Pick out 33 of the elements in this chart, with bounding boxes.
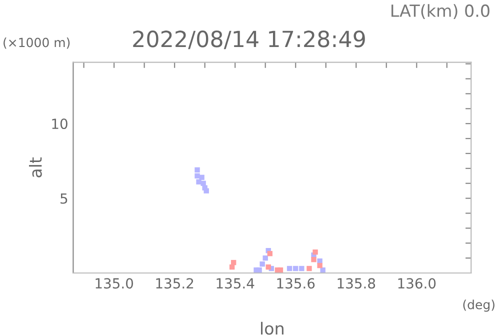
x-tick-label: 136.0 [398,278,436,289]
point [199,174,204,180]
point [256,267,262,273]
point [320,267,326,273]
point [286,266,292,272]
point [266,264,271,270]
x-tick-label: 135.6 [277,278,315,289]
y-tick-label: 5 [60,193,68,204]
y-tick-label: 10 [52,118,68,130]
y-axis-title: alt [28,157,42,178]
point [293,266,298,272]
point [260,261,265,267]
point [312,249,318,255]
point [306,266,312,272]
point [194,167,200,173]
point [299,266,304,272]
point [278,267,284,273]
point [311,256,316,262]
point [204,188,209,194]
x-axis-title: lon [261,322,284,335]
point [230,260,236,266]
point [267,250,272,256]
point [262,255,268,261]
text: (deg) [463,300,494,312]
point [317,258,322,264]
text: (×1000 m) [4,38,70,49]
chart-subtitle: LAT(km) 0.0 [392,4,490,19]
point [317,262,322,268]
x-tick-label: 135.2 [156,278,194,289]
x-tick-label: 135.4 [216,278,254,289]
x-tick-label: 135.0 [96,278,134,289]
chart-title: 2022/08/14 17:28:49 [133,30,365,50]
x-tick-label: 135.8 [338,278,376,289]
